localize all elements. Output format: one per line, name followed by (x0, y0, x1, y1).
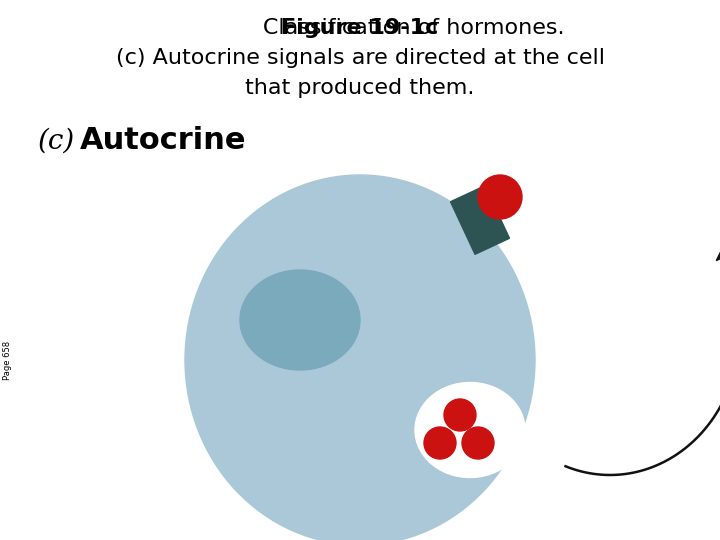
Text: (c): (c) (38, 128, 76, 155)
Text: Autocrine: Autocrine (80, 126, 246, 155)
Ellipse shape (240, 270, 360, 370)
Text: Page 658: Page 658 (4, 340, 12, 380)
Circle shape (424, 427, 456, 459)
Circle shape (462, 427, 494, 459)
Ellipse shape (415, 382, 525, 477)
Circle shape (444, 399, 476, 431)
Bar (451, 186, 510, 254)
Text: that produced them.: that produced them. (246, 78, 474, 98)
Circle shape (478, 175, 522, 219)
Text: (c) Autocrine signals are directed at the cell: (c) Autocrine signals are directed at th… (115, 48, 605, 68)
Ellipse shape (185, 175, 535, 540)
Text: Classification of hormones.: Classification of hormones. (156, 18, 564, 38)
Polygon shape (716, 253, 720, 261)
Text: Figure 19-1c: Figure 19-1c (282, 18, 438, 38)
